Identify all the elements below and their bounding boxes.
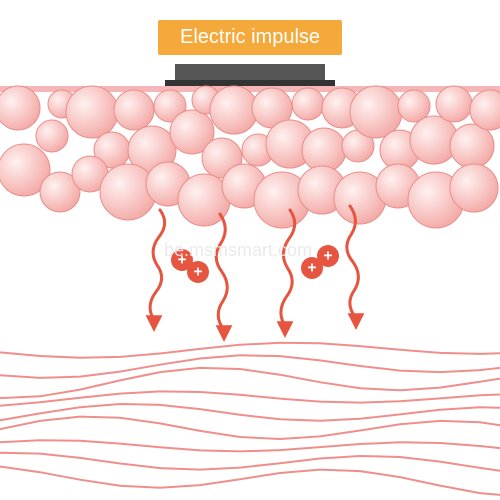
ion-label: + — [178, 252, 187, 269]
impulse-arrowhead — [146, 315, 163, 332]
ion-label: + — [324, 248, 333, 265]
tissue-line — [0, 467, 500, 497]
impulse-arrow — [216, 214, 227, 330]
tissue-line — [0, 453, 500, 474]
cell-circle — [436, 86, 472, 122]
cell-circle — [450, 164, 498, 212]
tissue-line — [0, 391, 500, 405]
tissue-line — [0, 440, 500, 451]
cell-circle — [0, 86, 40, 130]
tissue-line — [0, 417, 500, 439]
cell-circle — [114, 90, 154, 130]
cell-circle — [450, 124, 494, 168]
tissue-line — [0, 404, 500, 421]
ion-label: + — [194, 264, 203, 281]
cell-circle — [66, 86, 118, 138]
ion-label: + — [308, 260, 317, 277]
impulse-arrowhead — [216, 325, 233, 342]
cell-circle — [36, 120, 68, 152]
layers-svg: + + + + — [0, 0, 500, 500]
impulse-arrowhead — [277, 321, 294, 338]
impulse-arrowhead — [348, 313, 365, 330]
cell-circle — [350, 86, 402, 138]
impulse-arrow — [150, 210, 165, 320]
skin-surface — [0, 86, 500, 92]
cell-circle — [292, 88, 324, 120]
cell-circle — [210, 86, 258, 134]
cell-circle — [302, 128, 346, 172]
tissue-line — [0, 355, 500, 378]
diagram-canvas: Electric impulse ++++ be.msmsmart.com — [0, 0, 500, 500]
